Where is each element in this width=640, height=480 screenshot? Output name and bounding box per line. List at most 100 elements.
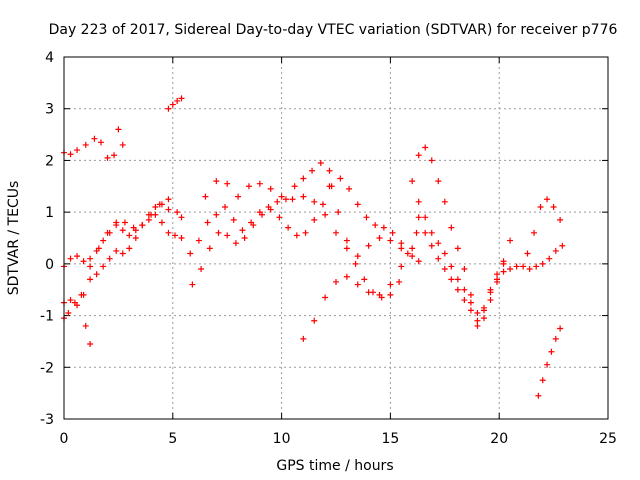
data-point [97, 139, 104, 146]
series-arc-1 [61, 126, 126, 161]
data-point [333, 278, 339, 285]
data-point [309, 167, 316, 174]
data-point [245, 183, 252, 190]
data-point [461, 297, 468, 304]
data-point [387, 281, 394, 288]
data-point [369, 289, 376, 296]
data-point [100, 237, 107, 244]
data-point [174, 209, 181, 216]
series-arc-8 [189, 175, 405, 288]
data-point [274, 198, 281, 205]
data-point [387, 237, 394, 244]
data-point [174, 97, 181, 104]
data-point [187, 250, 194, 257]
data-point [178, 235, 185, 241]
x-tick-label: 5 [168, 431, 177, 447]
data-point [480, 315, 487, 322]
data-point [300, 335, 307, 342]
data-point [289, 196, 296, 203]
data-point [487, 286, 494, 293]
data-point [409, 178, 416, 185]
chart-title: Day 223 of 2017, Sidereal Day-to-day VTE… [49, 22, 618, 38]
data-point [71, 299, 78, 306]
data-point [322, 294, 329, 301]
series-arc-5 [61, 291, 94, 348]
series-arc-11 [326, 183, 420, 301]
data-series [61, 95, 566, 399]
data-point [119, 250, 126, 257]
data-point [300, 193, 307, 200]
data-point [352, 260, 359, 267]
data-point [126, 232, 133, 239]
data-point [548, 348, 555, 355]
data-point [533, 263, 540, 270]
data-point [121, 219, 128, 226]
data-point [241, 235, 248, 241]
data-point [380, 224, 387, 231]
data-point [291, 183, 298, 190]
data-point [230, 216, 237, 223]
data-point [335, 209, 342, 216]
series-arc-12 [409, 144, 514, 316]
data-point [67, 151, 74, 158]
data-point [343, 245, 350, 252]
data-point [474, 322, 481, 329]
data-point [494, 271, 501, 278]
data-point [82, 141, 89, 148]
series-arc-3 [61, 211, 185, 270]
data-point [467, 299, 474, 306]
data-point [461, 266, 468, 273]
data-point [398, 240, 405, 247]
data-point [78, 291, 85, 298]
data-point [435, 178, 442, 185]
data-point [132, 235, 139, 241]
data-point [119, 141, 126, 148]
y-tick-label: -3 [40, 412, 54, 428]
grid [64, 57, 608, 419]
series-arc-15 [524, 196, 564, 257]
data-point [396, 278, 403, 285]
data-point [346, 185, 353, 192]
data-point [282, 196, 289, 203]
data-point [204, 219, 211, 226]
y-tick-label: 2 [45, 153, 54, 169]
data-point [467, 291, 474, 298]
data-point [378, 294, 385, 301]
data-point [343, 273, 350, 280]
data-point [158, 219, 165, 226]
data-point [507, 266, 514, 273]
data-point [285, 224, 292, 231]
data-point [354, 253, 361, 260]
y-tick-label: -1 [40, 309, 54, 325]
y-tick-label: 0 [45, 257, 54, 273]
data-point [224, 180, 231, 187]
data-point [87, 263, 94, 270]
data-point [111, 152, 118, 159]
data-point [494, 278, 501, 285]
data-point [557, 216, 564, 223]
data-point [215, 229, 222, 236]
data-point [319, 201, 326, 208]
x-tick-label: 25 [599, 431, 617, 447]
data-point [467, 307, 474, 314]
data-point [235, 193, 242, 200]
data-point [95, 245, 102, 252]
data-point [376, 235, 383, 241]
data-point [415, 198, 422, 205]
data-point [441, 198, 448, 205]
data-point [454, 245, 461, 252]
data-point [195, 237, 202, 244]
data-point [513, 263, 520, 270]
data-point [544, 361, 551, 368]
data-point [74, 253, 81, 260]
data-point [67, 255, 74, 262]
data-point [302, 229, 309, 236]
data-point [198, 266, 205, 273]
data-point [250, 222, 257, 229]
data-point [387, 291, 394, 298]
data-point [461, 286, 468, 293]
x-tick-label: 10 [273, 431, 291, 447]
data-point [539, 377, 546, 384]
data-point [372, 222, 379, 229]
data-point [448, 263, 455, 270]
